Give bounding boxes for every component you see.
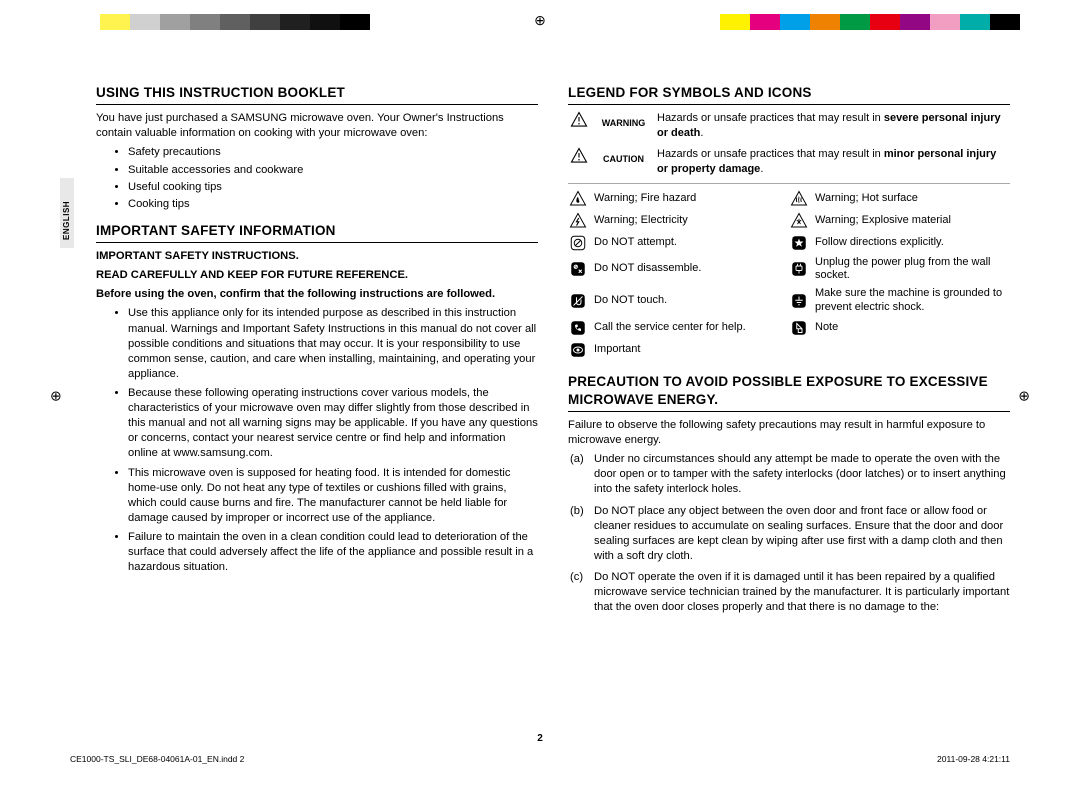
explosive-icon [789, 212, 809, 230]
registration-mark-left: ⊕ [50, 388, 62, 405]
warning-label: WARNING [596, 111, 651, 129]
symbol-text: Unplug the power plug from the wall sock… [815, 256, 1010, 284]
symbol-text: Do NOT attempt. [594, 236, 789, 250]
symbol-text: Follow directions explicitly. [815, 236, 1010, 250]
precaution-list: (a)Under no circumstances should any att… [568, 452, 1010, 615]
page-content: USING THIS INSTRUCTION BOOKLET You have … [96, 84, 1010, 732]
ground-icon [789, 292, 809, 310]
fire-icon [568, 190, 588, 208]
safety-heading-2: READ CAREFULLY AND KEEP FOR FUTURE REFER… [96, 268, 538, 283]
footer-filename: CE1000-TS_SLI_DE68-04061A-01_EN.indd 2 [70, 754, 244, 764]
footer-timestamp: 2011-09-28 4:21:11 [937, 754, 1010, 764]
warning-icon [568, 111, 590, 129]
no-disassemble-icon [568, 260, 588, 278]
symbol-text: Warning; Hot surface [815, 192, 1010, 206]
list-item: (c)Do NOT operate the oven if it is dama… [594, 570, 1010, 615]
list-item: Because these following operating instru… [128, 386, 538, 462]
warning-text: Hazards or unsafe practices that may res… [657, 111, 1010, 141]
symbol-grid: Warning; Fire hazard Warning; Hot surfac… [568, 190, 1010, 363]
left-column: USING THIS INSTRUCTION BOOKLET You have … [96, 84, 542, 732]
safety-heading-3: Before using the oven, confirm that the … [96, 287, 538, 302]
section-legend: LEGEND FOR SYMBOLS AND ICONS [568, 84, 1010, 105]
list-item: Failure to maintain the oven in a clean … [128, 530, 538, 575]
no-touch-icon [568, 292, 588, 310]
electric-icon [568, 212, 588, 230]
unplug-icon [789, 260, 809, 278]
intro-text: You have just purchased a SAMSUNG microw… [96, 111, 538, 141]
list-item: (b)Do NOT place any object between the o… [594, 504, 1010, 564]
symbol-text: Call the service center for help. [594, 321, 789, 335]
symbol-text: Warning; Fire hazard [594, 192, 789, 206]
section-using-booklet: USING THIS INSTRUCTION BOOKLET [96, 84, 538, 105]
symbol-text: Warning; Explosive material [815, 214, 1010, 228]
page-number: 2 [537, 733, 543, 744]
list-item: (a)Under no circumstances should any att… [594, 452, 1010, 497]
precaution-intro: Failure to observe the following safety … [568, 418, 1010, 448]
registration-mark-right: ⊕ [1018, 388, 1030, 405]
registration-mark-top: ⊕ [534, 12, 546, 29]
print-color-bar-left [70, 14, 370, 30]
print-color-bar-right [720, 14, 1020, 30]
right-column: LEGEND FOR SYMBOLS AND ICONS WARNING Haz… [564, 84, 1010, 732]
symbol-text: Warning; Electricity [594, 214, 789, 228]
language-label: ENGLISH [62, 201, 71, 240]
list-item: Suitable accessories and cookware [128, 163, 538, 178]
hot-icon [789, 190, 809, 208]
list-item: Useful cooking tips [128, 180, 538, 195]
symbol-text: Do NOT touch. [594, 294, 789, 308]
call-icon [568, 319, 588, 337]
list-item: Cooking tips [128, 197, 538, 212]
no-attempt-icon [568, 234, 588, 252]
intro-list: Safety precautions Suitable accessories … [96, 145, 538, 211]
list-item: This microwave oven is supposed for heat… [128, 466, 538, 526]
follow-icon [789, 234, 809, 252]
list-item: Use this appliance only for its intended… [128, 306, 538, 382]
caution-icon [568, 147, 590, 165]
symbol-text: Important [594, 343, 789, 357]
section-safety-info: IMPORTANT SAFETY INFORMATION [96, 222, 538, 243]
legend-warning-row: WARNING Hazards or unsafe practices that… [568, 111, 1010, 141]
list-item: Safety precautions [128, 145, 538, 160]
caution-label: CAUTION [596, 147, 651, 165]
legend-caution-row: CAUTION Hazards or unsafe practices that… [568, 147, 1010, 177]
symbol-text: Make sure the machine is grounded to pre… [815, 287, 1010, 315]
safety-list: Use this appliance only for its intended… [96, 306, 538, 575]
symbol-text: Note [815, 321, 1010, 335]
divider [568, 183, 1010, 184]
caution-text: Hazards or unsafe practices that may res… [657, 147, 1010, 177]
symbol-text: Do NOT disassemble. [594, 262, 789, 276]
section-precaution: PRECAUTION TO AVOID POSSIBLE EXPOSURE TO… [568, 373, 1010, 412]
note-icon [789, 319, 809, 337]
important-icon [568, 341, 588, 359]
safety-heading-1: IMPORTANT SAFETY INSTRUCTIONS. [96, 249, 538, 264]
